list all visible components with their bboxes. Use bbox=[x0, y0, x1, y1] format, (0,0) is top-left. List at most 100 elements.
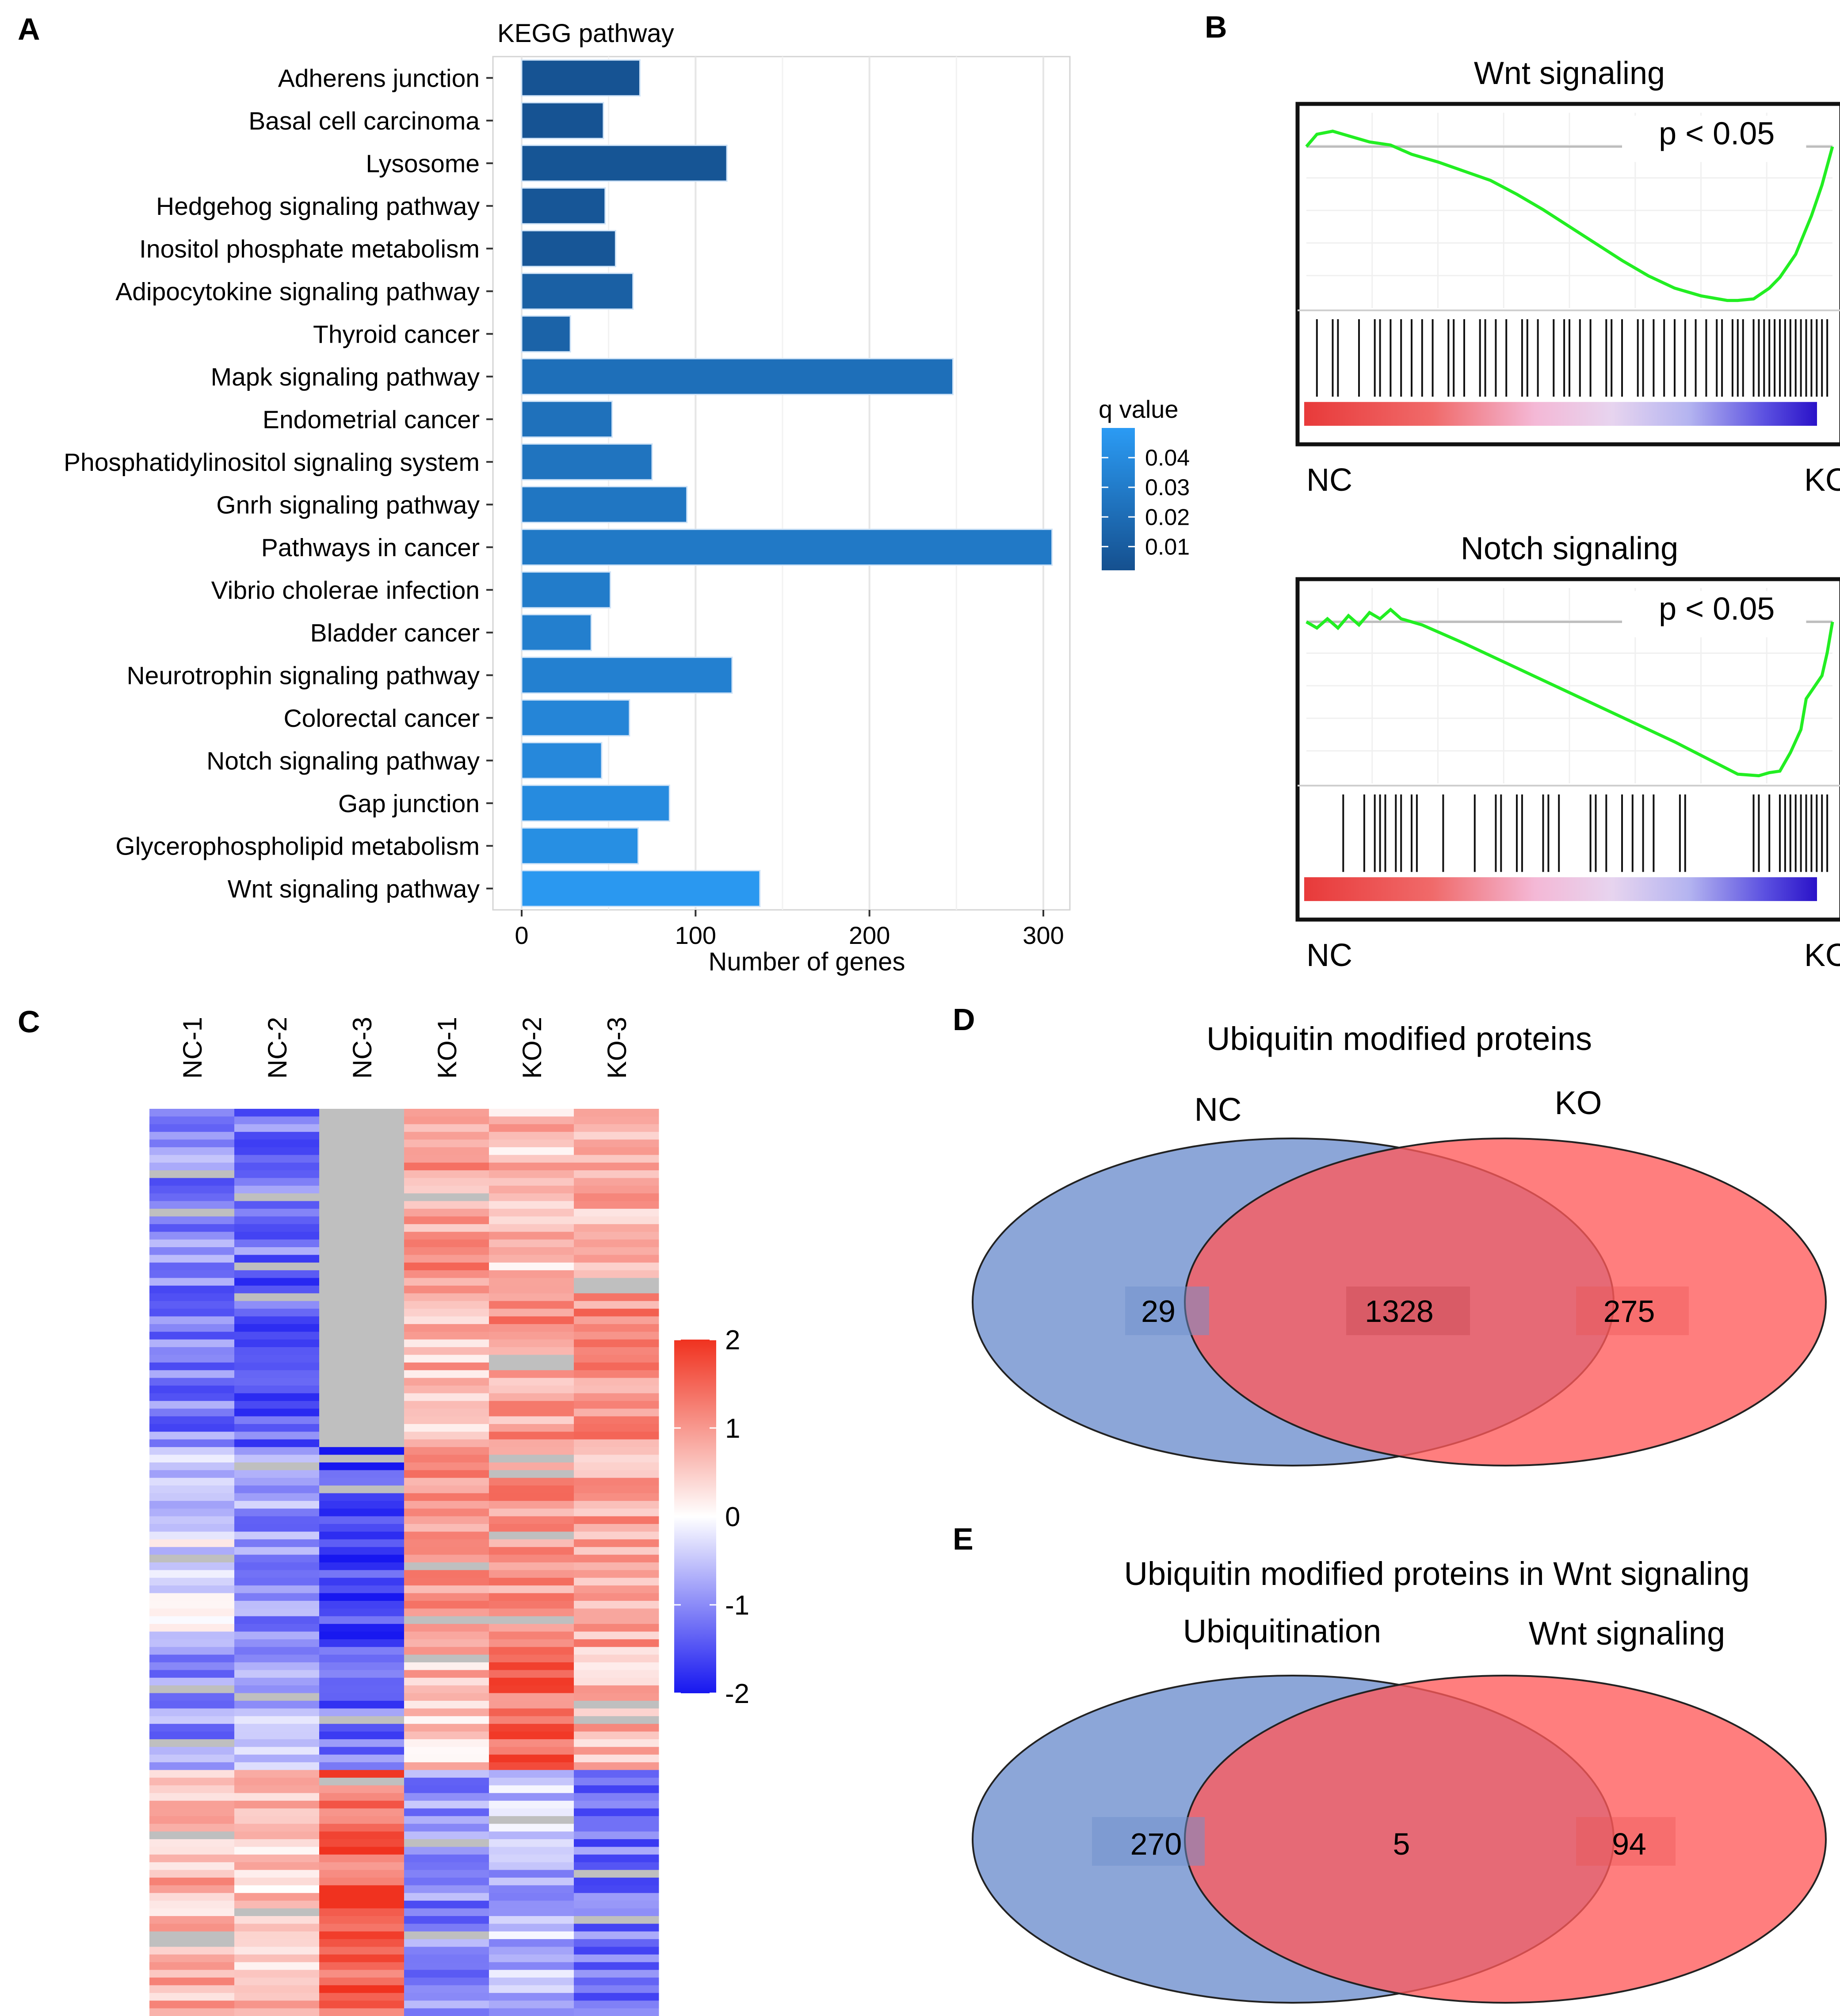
heatmap-cell bbox=[489, 1162, 574, 1171]
heatmap-cell bbox=[234, 1793, 320, 1801]
heatmap-cell bbox=[149, 1670, 235, 1678]
heatmap-cell bbox=[149, 1824, 235, 1832]
heatmap-cell bbox=[234, 1624, 320, 1632]
heatmap-cell bbox=[234, 1762, 320, 1771]
heatmap-cell bbox=[234, 1416, 320, 1424]
heatmap-cell bbox=[149, 1916, 235, 1924]
heatmap-cell bbox=[319, 1978, 405, 1985]
heatmap-cell bbox=[489, 1747, 574, 1755]
heatmap-cell bbox=[489, 1677, 574, 1686]
heatmap-cell bbox=[234, 1270, 320, 1279]
heatmap-cell bbox=[404, 1124, 489, 1132]
heatmap-cell bbox=[319, 1901, 405, 1909]
heatmap-column-label: NC-3 bbox=[347, 1017, 377, 1079]
heatmap-cell bbox=[574, 1401, 659, 1409]
heatmap-cell bbox=[574, 1355, 659, 1363]
heatmap-colorbar-tick-label: 0 bbox=[725, 1502, 740, 1532]
y-tick-label: Adherens junction bbox=[278, 64, 480, 92]
heatmap-cell bbox=[489, 1616, 574, 1624]
heatmap-cell bbox=[574, 1255, 659, 1263]
panel-letter-e: E bbox=[953, 1522, 973, 1556]
heatmap-cell bbox=[574, 1432, 659, 1440]
heatmap-cell bbox=[404, 1801, 489, 1809]
heatmap-cell bbox=[234, 1739, 320, 1747]
heatmap-cell bbox=[404, 1570, 489, 1578]
heatmap-cell bbox=[404, 1262, 489, 1271]
heatmap-cell bbox=[404, 1693, 489, 1701]
heatmap-cell bbox=[489, 1539, 574, 1547]
heatmap-cell bbox=[149, 1870, 235, 1878]
heatmap-cell bbox=[149, 1808, 235, 1817]
heatmap-cell bbox=[489, 1670, 574, 1678]
heatmap-cell bbox=[149, 1716, 235, 1724]
heatmap-cell bbox=[234, 1947, 320, 1955]
heatmap-cell bbox=[574, 1386, 659, 1394]
heatmap-cell bbox=[489, 1255, 574, 1263]
heatmap-cell bbox=[404, 1309, 489, 1317]
heatmap-cell bbox=[404, 1147, 489, 1155]
heatmap-cell bbox=[319, 1285, 405, 1294]
venn-e-set-right-label: Wnt signaling bbox=[1529, 1615, 1725, 1652]
heatmap-cell bbox=[149, 1762, 235, 1771]
heatmap-cell bbox=[404, 1293, 489, 1302]
heatmap-cell bbox=[574, 1585, 659, 1594]
heatmap-cell bbox=[319, 1862, 405, 1871]
bar bbox=[521, 59, 641, 97]
heatmap-cell bbox=[404, 1708, 489, 1717]
heatmap-cell bbox=[404, 1931, 489, 1940]
heatmap-cell bbox=[319, 1639, 405, 1647]
heatmap-cell bbox=[404, 1162, 489, 1171]
heatmap-cell bbox=[404, 1285, 489, 1294]
heatmap-cell bbox=[234, 1970, 320, 1978]
heatmap-cell bbox=[319, 1439, 405, 1447]
heatmap-cell bbox=[404, 1516, 489, 1524]
heatmap-cell bbox=[404, 1985, 489, 1993]
heatmap-cell bbox=[574, 1647, 659, 1655]
heatmap-cell bbox=[234, 1808, 320, 1817]
heatmap-cell bbox=[574, 1124, 659, 1132]
heatmap-cell bbox=[149, 1685, 235, 1694]
heatmap-cell bbox=[319, 1316, 405, 1325]
heatmap-cell bbox=[149, 1985, 235, 1993]
heatmap-cell bbox=[489, 1624, 574, 1632]
heatmap-cell bbox=[319, 1347, 405, 1355]
heatmap-cell bbox=[404, 1785, 489, 1794]
heatmap-cell bbox=[319, 1386, 405, 1394]
heatmap-cell bbox=[149, 1309, 235, 1317]
heatmap-cell bbox=[404, 1677, 489, 1686]
heatmap-cell bbox=[234, 1639, 320, 1647]
heatmap-cell bbox=[489, 1585, 574, 1594]
heatmap-cell bbox=[404, 1470, 489, 1478]
heatmap-column-label: KO-1 bbox=[432, 1017, 462, 1079]
heatmap-cell bbox=[404, 1901, 489, 1909]
heatmap-cell bbox=[404, 1439, 489, 1447]
heatmap-cell bbox=[404, 1554, 489, 1563]
heatmap-cell bbox=[319, 1247, 405, 1255]
heatmap-cell bbox=[149, 1470, 235, 1478]
bar bbox=[521, 657, 733, 694]
heatmap-cell bbox=[574, 1209, 659, 1217]
heatmap-cell bbox=[574, 1147, 659, 1155]
heatmap-cell bbox=[149, 1570, 235, 1578]
y-tick-label: Basal cell carcinoma bbox=[248, 107, 480, 135]
heatmap-cell bbox=[574, 1170, 659, 1179]
heatmap-cell bbox=[234, 1116, 320, 1125]
heatmap-cell bbox=[574, 1924, 659, 1932]
heatmap-cell bbox=[149, 1801, 235, 1809]
enrichment-score-line bbox=[1306, 607, 1834, 778]
y-tick-label: Thyroid cancer bbox=[313, 320, 480, 348]
heatmap-cell bbox=[149, 1178, 235, 1186]
heatmap-cell bbox=[574, 1539, 659, 1547]
heatmap-cell bbox=[234, 1577, 320, 1586]
heatmap-cell bbox=[489, 1693, 574, 1701]
heatmap-cell bbox=[404, 1416, 489, 1424]
heatmap-cell bbox=[234, 1701, 320, 1709]
heatmap-cell bbox=[234, 1332, 320, 1340]
heatmap-cell bbox=[574, 1339, 659, 1348]
bar bbox=[521, 230, 616, 267]
heatmap-cell bbox=[574, 1232, 659, 1240]
heatmap-cell bbox=[234, 1178, 320, 1186]
heatmap-cell bbox=[574, 1185, 659, 1194]
heatmap-cell bbox=[404, 1178, 489, 1186]
heatmap-cell bbox=[404, 1777, 489, 1786]
